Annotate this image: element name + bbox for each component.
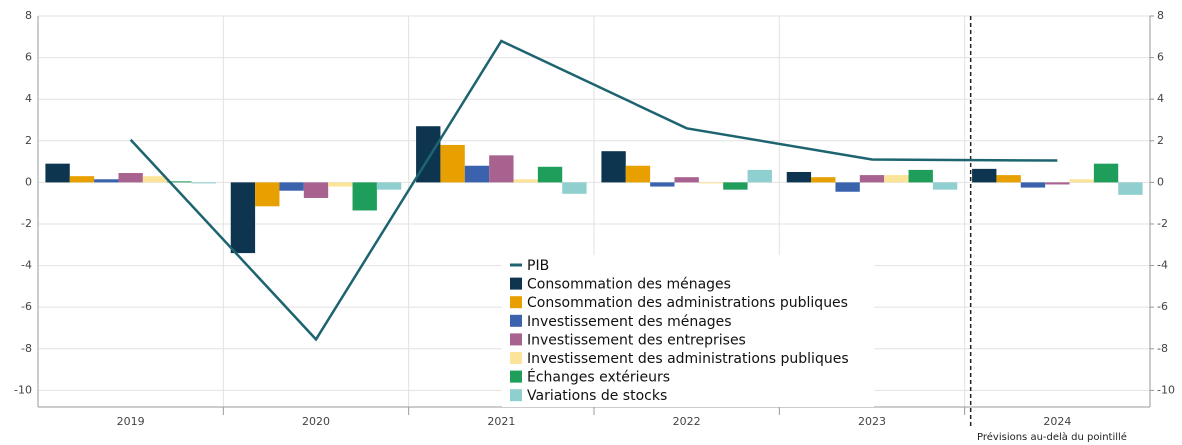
bar xyxy=(835,182,860,192)
legend-label: Consommation des administrations publiqu… xyxy=(527,295,848,311)
legend-swatch xyxy=(510,370,522,383)
legend-label: Variations de stocks xyxy=(527,388,667,404)
bar xyxy=(996,175,1021,183)
bar xyxy=(45,163,70,183)
x-tick-label: 2022 xyxy=(673,415,701,428)
bar xyxy=(625,165,651,183)
bar xyxy=(1045,182,1070,185)
legend-swatch xyxy=(510,277,522,290)
y2-tick-label: -2 xyxy=(1157,217,1168,230)
bar xyxy=(1020,182,1046,188)
legend-box xyxy=(502,255,874,407)
bar xyxy=(674,177,699,183)
bar xyxy=(723,182,748,190)
bar xyxy=(513,179,538,183)
bar xyxy=(230,182,256,254)
bar xyxy=(747,169,772,183)
legend-label: Investissement des ménages xyxy=(527,314,732,330)
y-tick-label: 8 xyxy=(25,9,32,22)
legend-swatch xyxy=(510,389,522,402)
bar xyxy=(352,182,377,211)
y2-tick-label: 4 xyxy=(1157,92,1164,105)
bar xyxy=(167,181,192,183)
y-tick-label: 2 xyxy=(25,134,32,147)
bar xyxy=(908,169,933,183)
bar xyxy=(601,151,626,183)
legend-swatch xyxy=(510,352,522,364)
bar xyxy=(69,176,95,183)
x-tick-label: 2024 xyxy=(1043,415,1071,428)
bar xyxy=(811,177,836,183)
bar xyxy=(94,179,119,183)
line xyxy=(129,39,1058,342)
y2-tick-label: -6 xyxy=(1157,300,1168,313)
y2-tick-label: 0 xyxy=(1157,175,1164,188)
legend-label: Investissement des entreprises xyxy=(527,332,746,348)
bar xyxy=(650,182,675,187)
x-tick-label: 2021 xyxy=(487,415,515,428)
bar xyxy=(1118,182,1143,195)
bar xyxy=(303,182,329,198)
bar xyxy=(118,173,143,183)
y2-tick-label: -4 xyxy=(1157,259,1168,272)
x-tick-label: 2020 xyxy=(302,415,330,428)
bar xyxy=(932,182,958,190)
legend-label: PIB xyxy=(527,258,549,274)
bar xyxy=(537,166,563,183)
legend-label: Investissement des administrations publi… xyxy=(527,351,849,367)
x-tick-label: 2023 xyxy=(858,415,886,428)
bar xyxy=(972,168,997,183)
legend-label: Échanges extérieurs xyxy=(527,369,670,386)
y-tick-label: 4 xyxy=(25,92,32,105)
bar xyxy=(859,175,885,183)
y2-tick-label: -8 xyxy=(1157,342,1168,355)
y-tick-label: 0 xyxy=(25,175,32,188)
legend-swatch xyxy=(510,333,522,346)
legend-swatch xyxy=(510,296,522,309)
bar xyxy=(376,182,402,190)
bar xyxy=(1069,179,1094,183)
y-tick-label: -6 xyxy=(21,300,32,313)
bar xyxy=(464,165,490,183)
bar xyxy=(562,182,587,194)
y-tick-label: -2 xyxy=(21,217,32,230)
bar xyxy=(142,176,168,183)
y2-tick-label: 8 xyxy=(1157,9,1164,22)
bar xyxy=(255,182,280,207)
bar xyxy=(786,171,812,183)
bar xyxy=(489,155,514,183)
legend-swatch xyxy=(510,314,522,327)
y2-tick-label: 2 xyxy=(1157,134,1164,147)
bar xyxy=(698,182,724,184)
x-tick-label: 2019 xyxy=(117,415,145,428)
y2-tick-label: 6 xyxy=(1157,51,1164,64)
y-tick-label: 6 xyxy=(25,51,32,64)
y2-tick-label: -10 xyxy=(1157,383,1175,396)
bar xyxy=(191,182,216,184)
bar xyxy=(440,144,465,183)
y-tick-label: -8 xyxy=(21,342,32,355)
bar xyxy=(1093,163,1119,183)
bar xyxy=(884,175,909,183)
y-tick-label: -4 xyxy=(21,259,32,272)
bar xyxy=(328,182,353,187)
bar xyxy=(279,182,304,191)
legend-label: Consommation des ménages xyxy=(527,277,731,293)
y-tick-label: -10 xyxy=(14,383,32,396)
annotation: Prévisions au-delà du pointillé xyxy=(977,431,1127,443)
